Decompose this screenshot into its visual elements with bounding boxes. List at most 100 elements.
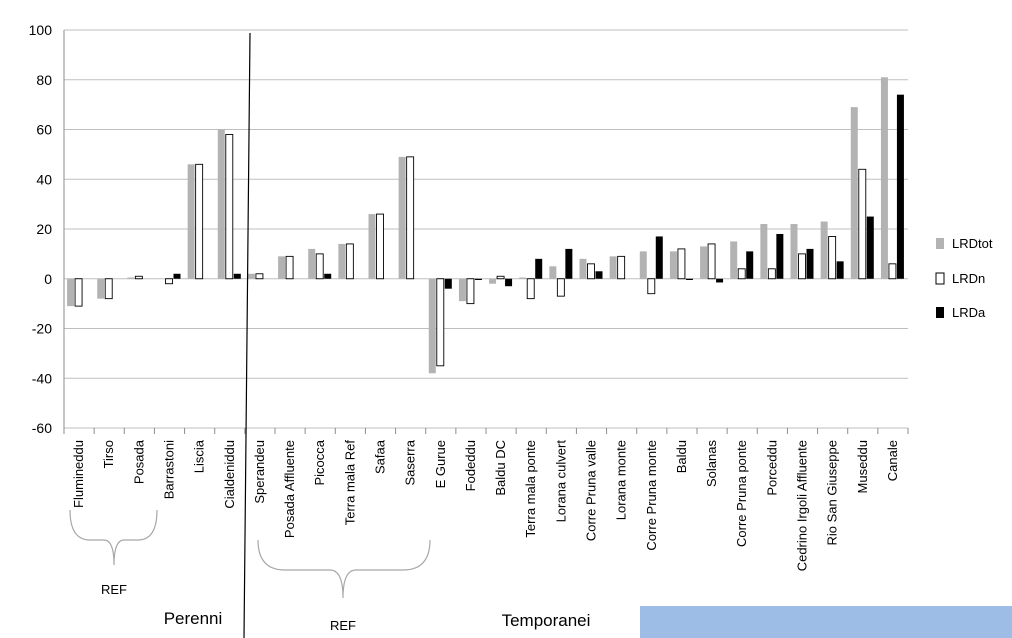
bar-lrdtot <box>579 258 587 279</box>
x-tick-label: Saserra <box>403 439 418 485</box>
x-axis-ticks: Flumineddu Tirso Posada Barrastoni Liscia Cia… <box>71 439 900 571</box>
bar-lrdn <box>315 253 324 280</box>
x-tick-label: Lorana culvert <box>553 440 568 523</box>
legend-swatch-lrda <box>936 307 944 318</box>
temporanei-ref-brace <box>257 539 431 599</box>
legend-label-lrdn: LRDn <box>952 271 985 286</box>
bar-lrdtot <box>308 248 316 279</box>
bar-lrdtot <box>639 251 647 279</box>
bar-lrdtot <box>127 277 135 279</box>
x-tick-label: Corre Pruna monte <box>644 440 659 551</box>
bars <box>67 77 904 374</box>
x-tick-label: Museddu <box>855 440 870 493</box>
bar-lrda <box>233 273 241 279</box>
bar-lrda <box>776 233 784 279</box>
bar-lrdn <box>406 156 415 280</box>
bar-lrdtot <box>820 221 828 279</box>
y-tick-label: 20 <box>36 221 52 237</box>
temporanei-group-label: Temporanei <box>502 611 591 630</box>
legend: LRDtot LRDn LRDa <box>935 236 993 320</box>
bar-lrdn <box>74 278 83 307</box>
perenni-ref-label: REF <box>101 582 127 597</box>
y-tick-label: 100 <box>29 22 53 38</box>
bar-lrdn <box>285 255 294 280</box>
x-tick-label: Posada Affluente <box>282 440 297 538</box>
bar-lrda <box>716 278 724 283</box>
bar-lrdtot <box>489 278 497 284</box>
x-tick-label: Cialdeniddu <box>222 440 237 509</box>
bar-lrdn <box>707 243 716 280</box>
bar-lrdtot <box>97 278 105 299</box>
bar-lrdn <box>556 278 565 297</box>
x-tick-label: Posada <box>131 439 146 484</box>
legend-swatch-lrdtot <box>936 238 944 249</box>
x-tick-label: Liscia <box>192 439 207 473</box>
legend-label-lrda: LRDa <box>952 305 986 320</box>
y-tick-label: 40 <box>36 171 52 187</box>
bar-lrdn <box>526 278 535 300</box>
bar-lrdn <box>134 275 143 280</box>
bar-lrdn <box>376 213 384 280</box>
bar-lrdn <box>587 263 595 280</box>
bar-lrda <box>866 216 874 279</box>
bar-lrdtot <box>730 241 738 279</box>
bar-lrdn <box>798 253 806 280</box>
bar-lrdtot <box>338 243 346 279</box>
bar-lrdtot <box>247 273 255 279</box>
bar-lrda <box>474 278 482 280</box>
x-tick-label: Flumineddu <box>71 440 86 508</box>
bar-lrda <box>896 94 904 279</box>
bar-lrdtot <box>880 77 888 279</box>
bar-lrdtot <box>790 224 798 279</box>
y-tick-label: -60 <box>32 420 52 436</box>
y-tick-label: -40 <box>32 370 52 386</box>
legend-swatch-lrdn <box>935 272 945 285</box>
bar-lrdtot <box>850 107 858 279</box>
bar-lrdtot <box>428 278 436 374</box>
bar-lrdn <box>436 278 445 367</box>
temporanei-ref-label: REF <box>330 618 356 633</box>
bar-lrda <box>173 273 181 279</box>
x-tick-label: Terra mala Ref <box>342 440 357 526</box>
y-tick-label: -20 <box>32 321 52 337</box>
perenni-ref-brace <box>69 509 158 566</box>
bar-lrda <box>565 248 573 279</box>
perenni-group-label: Perenni <box>164 609 223 628</box>
x-tick-label: Sperandeu <box>252 440 267 504</box>
bar-lrdn <box>165 278 173 285</box>
x-tick-label: Fodeddu <box>463 440 478 491</box>
x-tick-label: Rio San Giuseppe <box>825 440 840 546</box>
bar-lrdn <box>858 168 867 280</box>
bar-lrdn <box>345 243 354 280</box>
x-tick-label: Terra mala ponte <box>523 440 538 538</box>
bar-lrda <box>836 261 844 279</box>
x-tick-label: Picocca <box>312 439 327 485</box>
y-tick-label: 80 <box>36 72 52 88</box>
bar-lrdtot <box>278 256 286 279</box>
x-tick-label: Baldu DC <box>493 440 508 496</box>
bar-lrdtot <box>187 164 195 279</box>
bar-lrdn <box>888 263 897 280</box>
bar-lrda <box>324 273 332 279</box>
bar-lrdn <box>255 273 264 280</box>
bar-lrda <box>655 236 663 279</box>
perenni-temporanei-divider <box>243 32 251 638</box>
y-tick-label: 0 <box>44 271 52 287</box>
x-tick-label: E Gurue <box>433 440 448 488</box>
bar-lrdtot <box>760 224 768 279</box>
bar-lrda <box>505 278 513 287</box>
x-tick-label: Solanas <box>704 440 719 487</box>
bar-lrdtot <box>368 214 376 279</box>
bar-lrdtot <box>398 156 406 279</box>
bar-lrdtot <box>669 251 677 279</box>
x-tick-label: Canale <box>885 440 900 481</box>
x-tick-label: Cedrino Irgoli Affluente <box>795 440 810 571</box>
bar-lrdtot <box>519 277 527 279</box>
bar-lrdtot <box>217 129 225 279</box>
bar-lrdtot <box>700 246 708 279</box>
x-tick-label: Tirso <box>101 440 116 468</box>
bar-lrdn <box>677 248 686 280</box>
bar-lrdn <box>617 255 626 280</box>
bar-lrda <box>535 258 543 279</box>
